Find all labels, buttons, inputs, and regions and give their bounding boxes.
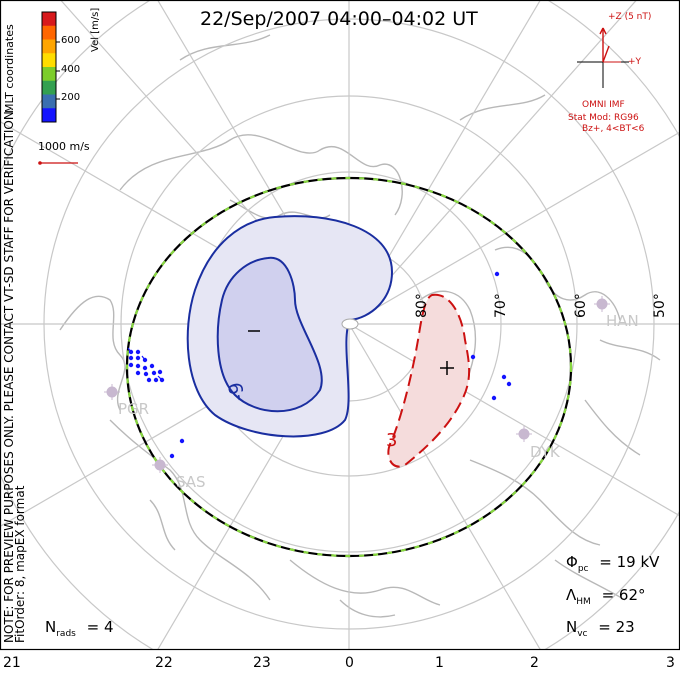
- mlt-tick-22: 22: [155, 655, 173, 671]
- nvc-subscript: vc: [577, 629, 588, 639]
- positive-potential-cell: [387, 293, 471, 468]
- colorbar-tick-200: 200: [61, 92, 81, 103]
- station-markers: [104, 296, 610, 473]
- colorbar-swatch: [42, 53, 56, 68]
- imf-y-label: +Y: [628, 57, 642, 67]
- station-label-pgr: PGR: [118, 400, 150, 418]
- mlt-tick-2: 2: [530, 655, 539, 671]
- lambda-subscript: HM: [576, 597, 591, 607]
- latitude-label-60: 60°: [573, 293, 589, 318]
- mlt-tick-23: 23: [253, 655, 271, 671]
- radar-count: Nrads = 4: [45, 618, 114, 639]
- imf-condition: Bz+, 4<BT<6: [582, 124, 645, 134]
- stat-model: Stat Mod: RG96: [568, 113, 639, 123]
- mlt-tick-0: 0: [345, 655, 354, 671]
- station-label-han: HAN: [606, 312, 639, 330]
- mlt-tick-21: 21: [3, 655, 21, 671]
- colorbar-swatch: [42, 25, 56, 40]
- imf-z-label: +Z (5 nT): [608, 12, 652, 22]
- colorbar-tick-400: 400: [61, 64, 81, 75]
- station-label-sas: SAS: [176, 473, 206, 491]
- colorbar-swatch: [42, 80, 56, 95]
- colorbar-swatch: [42, 108, 56, 123]
- fit-order-label: FitOrder: 8, mapEX format: [13, 485, 27, 643]
- vector-count: Nvc = 23: [566, 618, 635, 639]
- nvc-value: = 23: [598, 618, 635, 636]
- negative-potential-cell: [186, 215, 394, 438]
- vector-scale-label: 1000 m/s: [38, 140, 90, 153]
- latitude-label-80: 80°: [414, 293, 430, 318]
- nvc-symbol: N: [566, 618, 578, 636]
- colorbar-swatch: [42, 12, 56, 27]
- lambda-symbol: Λ: [566, 586, 577, 604]
- phi-subscript: pc: [577, 564, 589, 574]
- nrads-symbol: N: [45, 618, 57, 636]
- pole-marker: [341, 318, 359, 330]
- negative-contour-label: -9: [224, 380, 250, 403]
- colorbar-swatch: [42, 94, 56, 109]
- nrads-subscript: rads: [56, 629, 76, 639]
- phi-value: = 19 kV: [599, 553, 660, 571]
- cross-polar-potential: Φpc = 19 kV: [566, 553, 659, 574]
- velocity-vectors: [127, 271, 512, 459]
- mlt-tick-3: 3: [666, 655, 675, 671]
- lambda-value: = 62°: [601, 586, 646, 604]
- colorbar-swatch: [42, 39, 56, 54]
- map-title: 22/Sep/2007 04:00–04:02 UT: [200, 8, 478, 30]
- imf-dial: [577, 27, 629, 88]
- imf-source: OMNI IMF: [582, 100, 625, 110]
- nrads-value: = 4: [86, 618, 114, 636]
- positive-cell-center-marker: [440, 361, 454, 375]
- velocity-colorbar: [41, 11, 60, 123]
- colorbar-label: Vel [m/s]: [90, 7, 101, 52]
- station-label-dyk: DYK: [530, 443, 560, 461]
- phi-symbol: Φ: [566, 553, 578, 571]
- colorbar-tick-600: 600: [61, 35, 81, 46]
- mlt-tick-1: 1: [435, 655, 444, 671]
- heppner-maynard-boundary: [125, 176, 573, 558]
- mlt-coordinates-label: MLT coordinates: [3, 24, 16, 113]
- vector-scale-line: [38, 161, 78, 165]
- colorbar-swatch: [42, 67, 56, 82]
- hm-boundary-latitude: ΛHM = 62°: [566, 586, 646, 607]
- positive-contour-label: 3: [386, 430, 398, 451]
- latitude-label-70: 70°: [493, 293, 509, 318]
- latitude-label-50: 50°: [652, 293, 668, 318]
